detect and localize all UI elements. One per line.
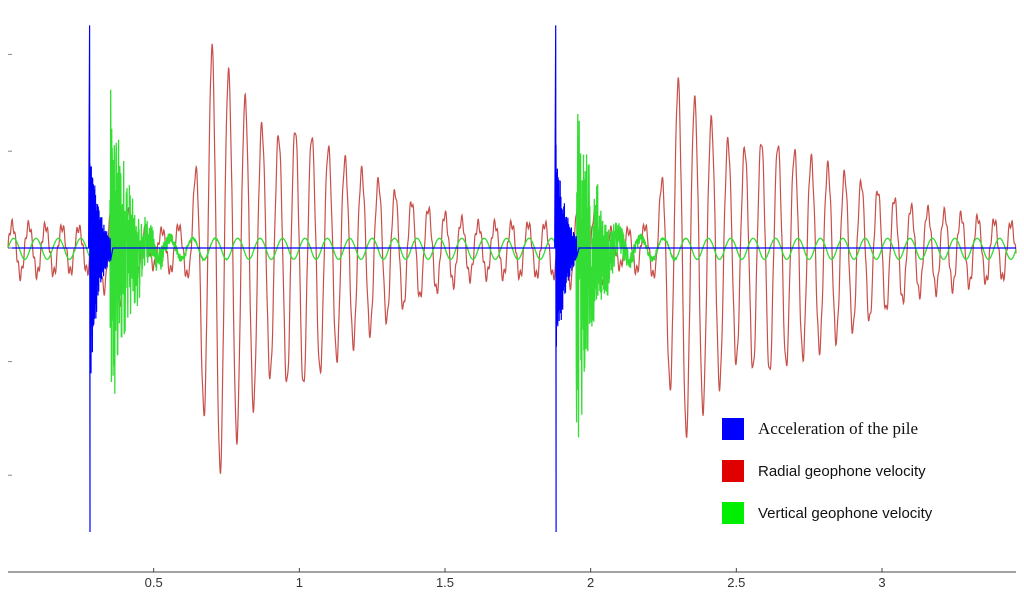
legend-swatch-vertical — [722, 502, 744, 524]
vertical-velocity-line — [7, 89, 1017, 438]
x-tick-label-3: 2 — [587, 575, 594, 590]
legend-label-vertical: Vertical geophone velocity — [758, 504, 933, 522]
x-tick-label-1: 1 — [296, 575, 303, 590]
legend-item-vertical: Vertical geophone velocity — [722, 502, 932, 524]
x-tick-label-5: 3 — [878, 575, 885, 590]
legend-swatch-radial — [722, 460, 744, 482]
legend-item-acceleration: Acceleration of the pile — [722, 418, 932, 440]
legend-label-radial: Radial geophone velocity — [758, 462, 926, 480]
x-tick-label-2: 1.5 — [436, 575, 454, 590]
x-axis: 0.5 1 1.5 2 2.5 3 — [8, 568, 1016, 590]
radial-velocity-line — [7, 43, 1017, 474]
legend: Acceleration of the pile Radial geophone… — [722, 418, 932, 544]
acceleration-line — [8, 25, 1016, 533]
legend-swatch-acceleration — [722, 418, 744, 440]
traces-group — [7, 25, 1017, 533]
y-axis — [8, 53, 12, 476]
x-tick-label-4: 2.5 — [727, 575, 745, 590]
legend-item-radial: Radial geophone velocity — [722, 460, 932, 482]
x-tick-label-0: 0.5 — [145, 575, 163, 590]
legend-label-acceleration: Acceleration of the pile — [758, 419, 919, 438]
